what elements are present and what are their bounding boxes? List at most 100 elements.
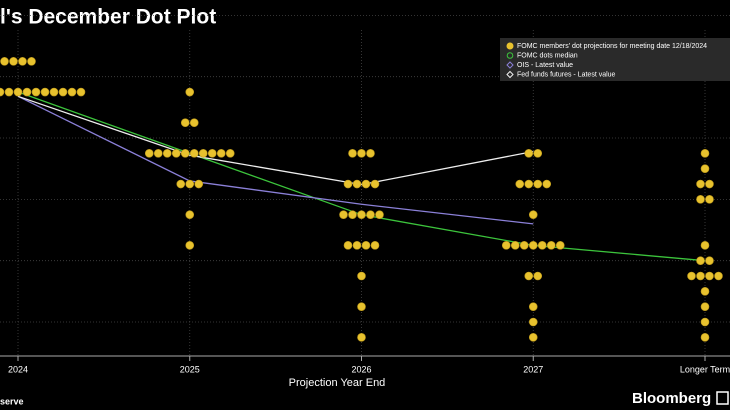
dot	[13, 87, 23, 97]
dot	[510, 241, 520, 250]
dot	[528, 302, 538, 311]
dot	[40, 87, 50, 97]
dot	[0, 57, 9, 66]
dot	[501, 241, 511, 250]
dot	[696, 179, 705, 189]
dot	[67, 87, 77, 97]
series-line	[17, 95, 534, 225]
dot	[4, 87, 14, 97]
dot	[700, 302, 710, 311]
dot	[361, 179, 371, 189]
dot	[189, 118, 199, 127]
brand: Bloomberg	[632, 390, 711, 407]
dot	[700, 287, 710, 296]
dot	[696, 271, 705, 281]
dot	[76, 87, 86, 97]
dot	[705, 271, 714, 281]
dot	[171, 149, 181, 158]
dot	[343, 179, 353, 189]
legend-label: Fed funds futures - Latest value	[517, 71, 616, 78]
dot	[357, 271, 366, 281]
dot	[185, 210, 195, 219]
series-line	[17, 95, 534, 186]
dot	[366, 210, 375, 219]
dot	[705, 195, 714, 204]
dot	[366, 149, 375, 158]
chart-title: l's December Dot Plot	[0, 6, 216, 29]
dot	[144, 149, 154, 158]
brand-icon	[716, 391, 729, 405]
dot	[700, 241, 710, 250]
dot	[528, 210, 538, 219]
dot	[357, 149, 366, 158]
dot	[189, 149, 199, 158]
legend: FOMC members' dot projections for meetin…	[500, 38, 730, 81]
dot	[700, 317, 710, 327]
dot	[343, 241, 353, 250]
dot	[515, 179, 525, 189]
legend-box	[500, 38, 730, 81]
x-tick-label: 2025	[180, 364, 200, 374]
dot	[519, 241, 529, 250]
dot	[176, 179, 186, 189]
dot	[22, 87, 32, 97]
legend-marker	[506, 61, 514, 69]
dot	[348, 149, 357, 158]
dot	[528, 317, 538, 327]
legend-label: FOMC members' dot projections for meetin…	[517, 43, 707, 50]
dot	[185, 179, 195, 189]
dot	[58, 87, 68, 97]
dot	[705, 179, 714, 189]
dot	[180, 149, 190, 158]
dot	[9, 57, 18, 66]
dot	[528, 241, 538, 250]
source: serve	[0, 396, 24, 406]
legend-marker	[506, 70, 514, 79]
dot	[153, 149, 163, 158]
dot	[533, 179, 543, 189]
dot	[352, 241, 362, 250]
legend-label: OIS - Latest value	[517, 62, 573, 69]
dot	[687, 271, 696, 281]
legend-marker	[506, 42, 514, 50]
dot	[348, 210, 357, 219]
dot	[185, 87, 195, 97]
dot	[533, 149, 543, 158]
dot	[705, 256, 714, 265]
legend-marker	[506, 52, 514, 59]
dot	[542, 179, 552, 189]
dot	[207, 149, 217, 158]
dot	[198, 149, 208, 158]
dot	[357, 302, 366, 311]
x-tick-label: 2024	[8, 364, 28, 374]
dot	[370, 179, 380, 189]
dot	[49, 87, 59, 97]
dot	[31, 87, 41, 97]
dot	[714, 271, 723, 281]
dot	[546, 241, 556, 250]
dot	[696, 195, 705, 204]
dot	[700, 149, 710, 158]
dot	[700, 333, 710, 342]
dot	[700, 164, 710, 173]
dot	[528, 333, 538, 342]
dot	[216, 149, 226, 158]
dot	[185, 241, 195, 250]
dot	[537, 241, 547, 250]
dot	[225, 149, 235, 158]
dot	[533, 271, 543, 281]
dot	[555, 241, 565, 250]
dot	[194, 179, 204, 189]
legend-label: FOMC dots median	[517, 52, 578, 59]
dot	[18, 57, 27, 66]
dot	[180, 118, 190, 127]
x-tick-label: 2026	[351, 364, 371, 374]
dot	[0, 87, 5, 97]
x-tick-label: Longer Term	[680, 364, 730, 374]
dot	[370, 241, 380, 250]
dot	[361, 241, 371, 250]
dot	[357, 333, 366, 342]
dot	[696, 256, 705, 265]
